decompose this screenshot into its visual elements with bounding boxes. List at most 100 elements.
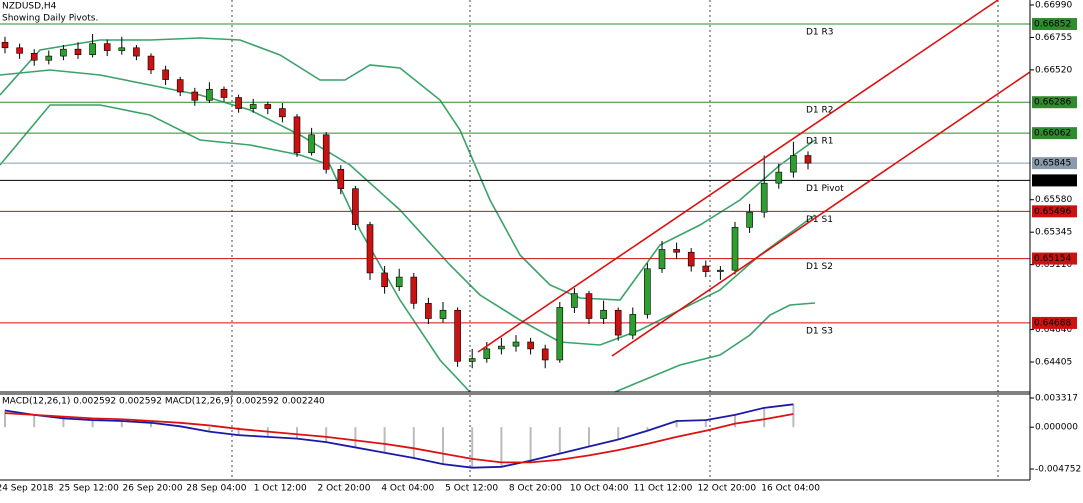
y-tick-label: 0.64640 bbox=[1035, 325, 1072, 335]
macd-histogram bbox=[558, 427, 561, 454]
price-label: 0.64688 bbox=[1034, 318, 1071, 328]
candle-body bbox=[644, 268, 651, 315]
candle-body bbox=[395, 276, 403, 288]
macd-histogram bbox=[529, 427, 532, 461]
price-label-box bbox=[1032, 174, 1077, 187]
price-label-box bbox=[1032, 205, 1077, 218]
candle-body bbox=[293, 116, 301, 154]
candle-body bbox=[279, 108, 286, 118]
pivot-name: D1 S2 bbox=[806, 262, 833, 272]
candle-body bbox=[629, 314, 637, 336]
macd-histogram bbox=[412, 427, 415, 458]
x-tick-label: 5 Oct 12:00 bbox=[445, 484, 498, 494]
x-tick-label: 12 Oct 20:00 bbox=[697, 484, 756, 494]
candle-body bbox=[162, 69, 169, 80]
x-tick-label: 24 Sep 2018 bbox=[0, 484, 54, 494]
price-label: 0.65845 bbox=[1034, 159, 1071, 169]
macd-histogram bbox=[91, 420, 94, 428]
macd-histogram bbox=[617, 427, 620, 440]
candle-body bbox=[439, 309, 447, 319]
pivot-name: D1 S1 bbox=[806, 215, 833, 225]
candle-body bbox=[541, 348, 549, 361]
pivot-name: D1 R1 bbox=[806, 137, 834, 147]
chart-title: NZDUSD,H4 bbox=[2, 2, 57, 12]
macd-histogram bbox=[325, 427, 328, 443]
y-tick-label: 0.66990 bbox=[1035, 0, 1072, 10]
candle-body bbox=[454, 309, 461, 362]
candle-body bbox=[425, 303, 432, 319]
candle-body bbox=[118, 47, 126, 51]
x-tick-label: 25 Sep 12:00 bbox=[59, 484, 119, 494]
candle-body bbox=[191, 91, 199, 101]
candle-body bbox=[366, 224, 374, 274]
x-tick-label: 16 Oct 04:00 bbox=[761, 484, 820, 494]
macd-histogram bbox=[646, 427, 649, 431]
candle-body bbox=[133, 47, 140, 57]
macd-histogram bbox=[471, 427, 474, 468]
price-label-box bbox=[1032, 252, 1077, 265]
x-tick-label: 26 Sep 20:00 bbox=[123, 484, 183, 494]
macd-histogram bbox=[237, 427, 240, 436]
candle-body bbox=[176, 79, 184, 93]
candle-body bbox=[337, 169, 345, 189]
macd-line bbox=[4, 403, 794, 469]
trend-channel bbox=[477, 0, 1031, 357]
macd-histogram bbox=[354, 427, 357, 448]
candle-body bbox=[556, 307, 564, 361]
candle-body bbox=[512, 341, 520, 347]
y-tick-label: -0.004752 bbox=[1035, 465, 1081, 475]
candle-body bbox=[804, 155, 812, 164]
candle-body bbox=[60, 48, 67, 57]
candle-body bbox=[308, 134, 315, 154]
candle-body bbox=[717, 269, 724, 272]
macd-histogram bbox=[4, 410, 6, 428]
candle-body bbox=[74, 48, 82, 55]
bollinger-lower bbox=[614, 302, 816, 393]
x-tick-label: 8 Oct 20:00 bbox=[509, 484, 562, 494]
channel-upper bbox=[477, 0, 999, 353]
macd-histogram bbox=[704, 420, 707, 428]
bollinger-lower bbox=[0, 104, 471, 393]
y-tick-label: 0.64405 bbox=[1035, 358, 1072, 368]
macd-histogram bbox=[120, 421, 123, 428]
y-tick-label: 0.65580 bbox=[1035, 195, 1072, 205]
candle-body bbox=[527, 341, 534, 350]
candle-body bbox=[658, 249, 666, 270]
channel-lower bbox=[611, 71, 1031, 357]
macd-histogram bbox=[734, 414, 736, 428]
candle-body bbox=[702, 265, 710, 272]
x-tick-label: 28 Sep 04:00 bbox=[186, 484, 246, 494]
price-label-box bbox=[1032, 157, 1077, 170]
y-tick-label: 0.66755 bbox=[1035, 33, 1072, 43]
macd-histogram bbox=[442, 427, 444, 465]
candle-body bbox=[571, 293, 578, 308]
price-label-box bbox=[1032, 127, 1077, 140]
y-tick-label: 0.66520 bbox=[1035, 65, 1072, 75]
candle-body bbox=[322, 134, 330, 170]
chart-subtitle: Showing Daily Pivots. bbox=[2, 14, 98, 24]
pivot-name: D1 S3 bbox=[806, 326, 833, 336]
candle-body bbox=[731, 227, 739, 271]
candle-body bbox=[352, 188, 359, 225]
y-tick-label: 0.003317 bbox=[1035, 393, 1078, 403]
candle-body bbox=[585, 293, 593, 319]
macd-histogram bbox=[792, 404, 795, 428]
macd-title: MACD(12,26,1) 0.002592 0.002592 MACD(12,… bbox=[2, 397, 325, 407]
price-label: 0.65720 bbox=[1034, 176, 1071, 186]
candle-body bbox=[410, 276, 418, 304]
price-panel: D1 R3 D1 R2 D1 R1 D1 Pivot D1 S1 D1 S2 D1 S3 bbox=[0, 23, 1030, 369]
candle-body bbox=[206, 88, 213, 101]
price-label: 0.66062 bbox=[1034, 129, 1071, 139]
price-label: 0.65154 bbox=[1034, 254, 1071, 264]
candle-body bbox=[381, 272, 388, 288]
x-tick-label: 2 Oct 20:00 bbox=[318, 484, 371, 494]
period-separators bbox=[231, 0, 999, 480]
x-tick-label: 11 Oct 12:00 bbox=[634, 484, 693, 494]
price-label-box bbox=[1032, 18, 1077, 31]
candle-body bbox=[235, 97, 242, 109]
candle-body bbox=[45, 55, 53, 61]
pivot-name: D1 R3 bbox=[806, 28, 834, 38]
candle-body bbox=[614, 309, 622, 336]
macd-histogram bbox=[33, 414, 36, 428]
candle-body bbox=[16, 47, 23, 54]
